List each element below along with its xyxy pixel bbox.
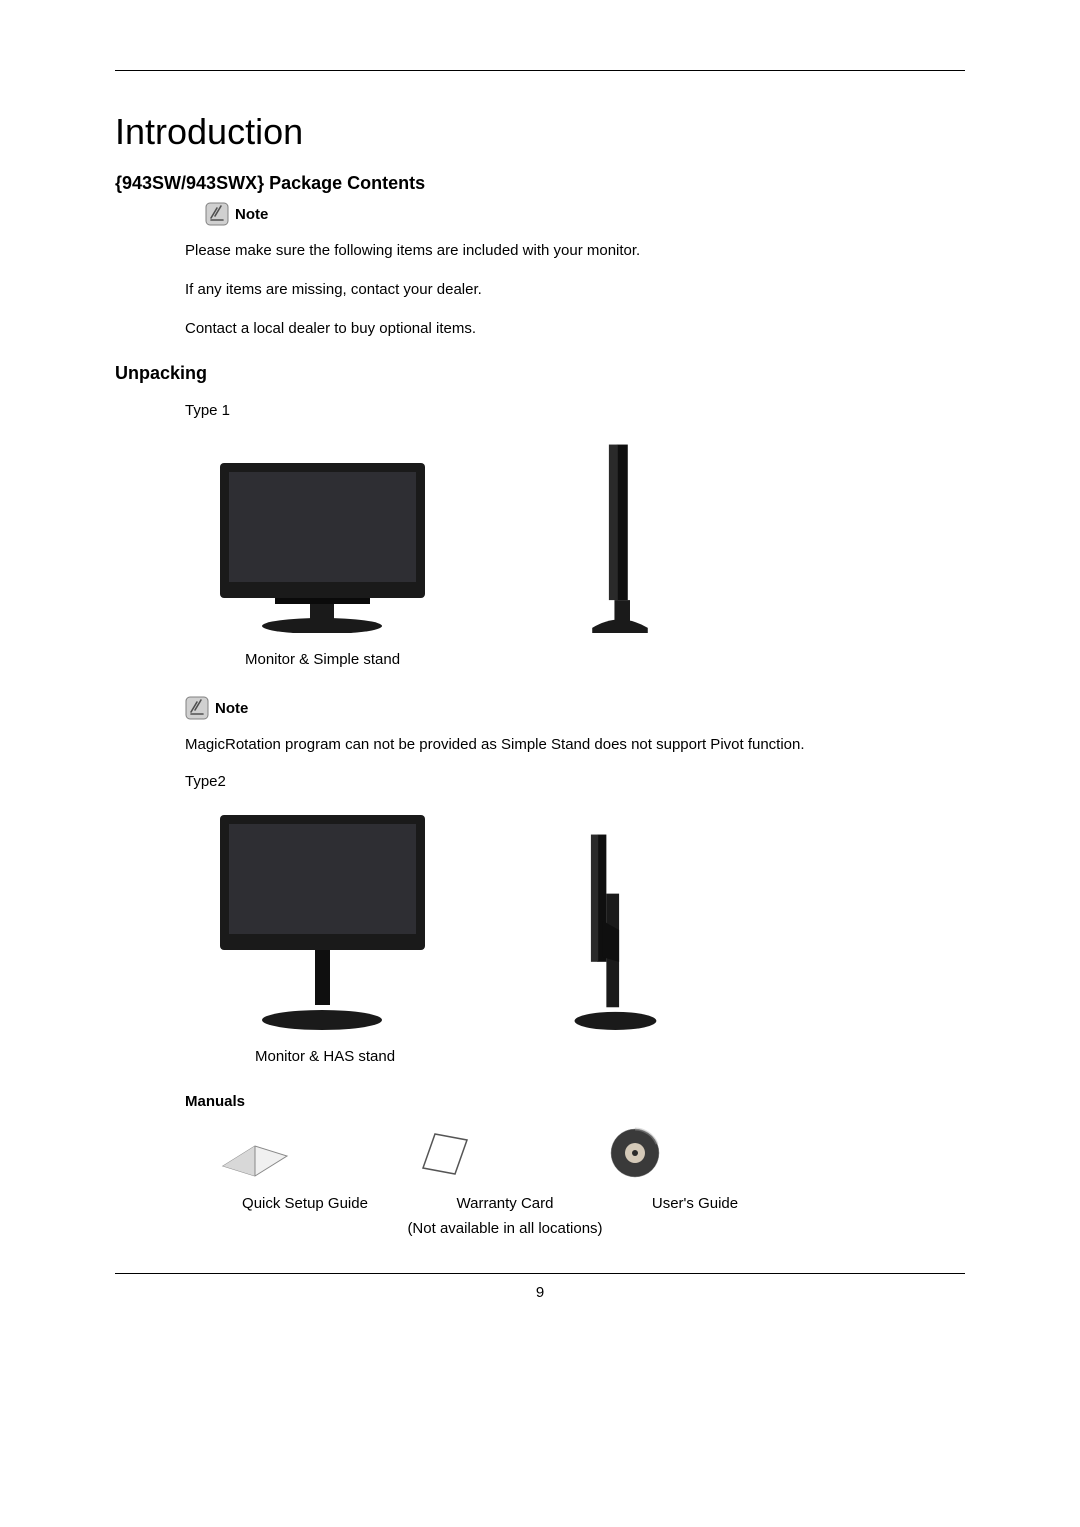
page-number: 9 <box>115 1284 965 1301</box>
manual-label-3: User's Guide <box>605 1195 785 1237</box>
manuals-labels: Quick Setup Guide Warranty Card (Not ava… <box>205 1195 965 1237</box>
note-icon <box>205 202 229 226</box>
monitor-side-simple-icon <box>570 439 670 633</box>
manuals-icons <box>215 1126 965 1181</box>
note-icon <box>185 696 209 720</box>
quick-setup-guide-icon <box>215 1126 295 1181</box>
unpacking-heading: Unpacking <box>115 363 965 384</box>
pc-p1: Please make sure the following items are… <box>185 240 965 261</box>
type2-images <box>215 810 965 1030</box>
note-row-2: Note <box>185 696 965 720</box>
pc-p3: Contact a local dealer to buy optional i… <box>185 318 965 339</box>
manual-label-2: Warranty Card <box>405 1195 605 1212</box>
type1-images <box>215 439 965 633</box>
page-title: Introduction <box>115 111 965 153</box>
monitor-front-has-icon <box>215 810 430 1030</box>
manuals-heading: Manuals <box>185 1093 965 1110</box>
unpacking-note-body: MagicRotation program can not be provide… <box>185 734 965 755</box>
divider-bottom <box>115 1273 965 1274</box>
type2-label: Type2 <box>185 773 965 790</box>
note-row: Note <box>205 202 965 226</box>
divider-top <box>115 70 965 71</box>
package-contents-heading: {943SW/943SWX} Package Contents <box>115 173 965 194</box>
note-label: Note <box>235 206 268 223</box>
monitor-side-has-icon <box>570 830 670 1030</box>
note-label-2: Note <box>215 700 248 717</box>
type2-caption: Monitor & HAS stand <box>255 1048 965 1065</box>
type1-caption: Monitor & Simple stand <box>245 651 965 668</box>
manual-label-2-sub: (Not available in all locations) <box>405 1220 605 1237</box>
manual-label-1: Quick Setup Guide <box>205 1195 405 1237</box>
warranty-card-icon <box>405 1126 485 1181</box>
users-guide-disc-icon <box>595 1126 675 1181</box>
pc-p2: If any items are missing, contact your d… <box>185 279 965 300</box>
type1-label: Type 1 <box>185 402 965 419</box>
monitor-front-simple-icon <box>215 458 430 633</box>
